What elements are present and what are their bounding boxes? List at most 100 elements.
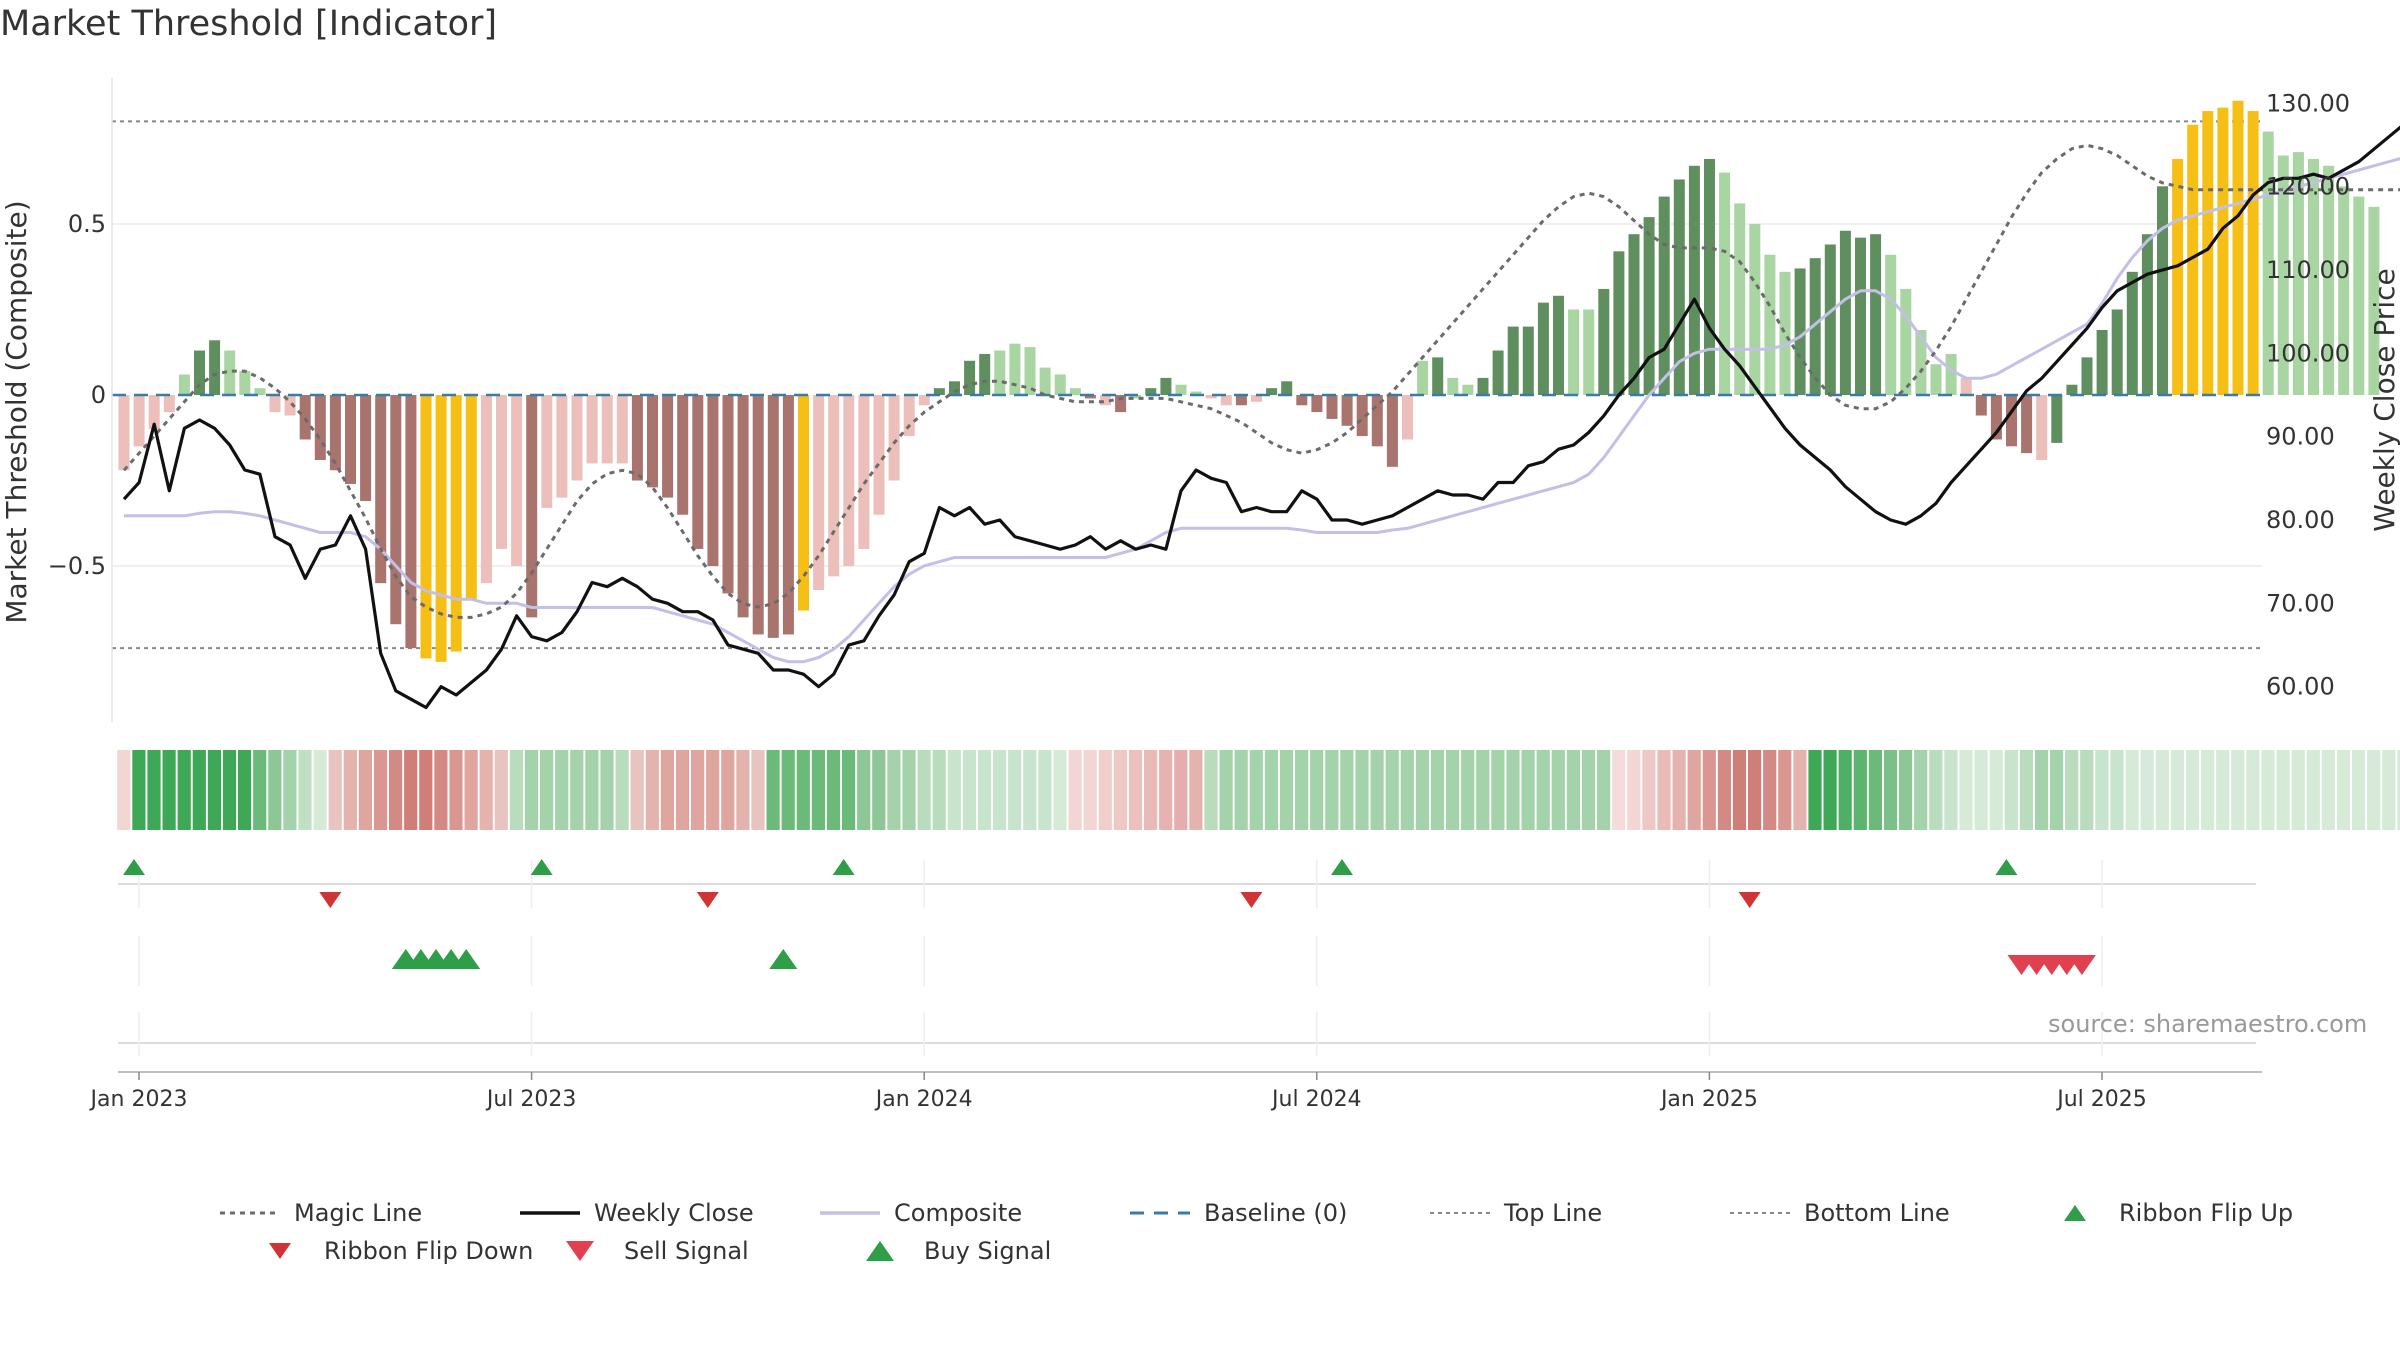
- legend-label: Magic Line: [294, 1199, 423, 1227]
- ribbon-cell: [1008, 750, 1022, 830]
- histogram-bar: [1975, 395, 1987, 416]
- histogram-bar: [586, 395, 598, 464]
- ribbon-cell: [1159, 750, 1173, 830]
- ribbon-cell: [932, 750, 946, 830]
- legend-label: Ribbon Flip Down: [324, 1237, 534, 1265]
- histogram-bar: [631, 395, 643, 481]
- ribbon-cell: [222, 750, 237, 830]
- ribbon-cell: [389, 750, 403, 830]
- legend-label: Weekly Close: [594, 1199, 754, 1227]
- ribbon-cell: [298, 750, 312, 830]
- x-tick-label: Jul 2025: [2055, 1087, 2147, 1112]
- ribbon-cell: [1959, 750, 1973, 830]
- histogram-bar: [1190, 391, 1202, 395]
- histogram-bar: [2202, 111, 2214, 395]
- ribbon-cell: [842, 750, 856, 830]
- histogram-bar: [737, 395, 749, 618]
- ribbon-cell: [1989, 750, 2003, 830]
- histogram-bar: [360, 395, 372, 502]
- ribbon-cell: [1642, 750, 1656, 830]
- ribbon-cell: [691, 750, 705, 830]
- legend-label: Baseline (0): [1204, 1199, 1348, 1227]
- ribbon-cell: [2155, 750, 2169, 830]
- ribbon-cell: [1325, 750, 1339, 830]
- histogram-bar: [782, 395, 794, 635]
- legend-item-composite: Composite: [820, 1195, 1022, 1231]
- legend-item-magic-line: Magic Line: [220, 1195, 422, 1231]
- series-lines: [122, 125, 2400, 710]
- histogram-bar: [1960, 377, 1972, 395]
- histogram-bar: [1507, 326, 1519, 395]
- histogram-bar: [1749, 223, 1761, 395]
- histogram-bar: [2172, 158, 2184, 395]
- y-tick-label-right: 100.00: [2266, 339, 2350, 367]
- legend-swatch: [566, 1241, 594, 1261]
- histogram-bar: [903, 395, 915, 437]
- left-axis: 0.5 0 −0.5: [48, 78, 113, 722]
- ribbon-cell: [1189, 750, 1203, 830]
- histogram-bar: [1175, 384, 1187, 395]
- ribbon-flip-down-marker: [1240, 892, 1263, 908]
- chart-canvas: 0.5 0 −0.5 130.00 120.00 110.00 100.00 90.00 80…: [0, 78, 2400, 1112]
- ribbon-cell: [1083, 750, 1097, 830]
- histogram-bar: [1160, 377, 1172, 395]
- ribbon-cell: [2352, 750, 2366, 830]
- histogram-bar: [2217, 107, 2229, 395]
- histogram-bar: [964, 360, 976, 395]
- histogram-bar: [420, 395, 432, 659]
- ribbon-cell: [328, 750, 342, 830]
- histogram-bar: [2036, 395, 2048, 460]
- histogram-bar: [1734, 203, 1746, 395]
- ribbon-cell: [1868, 750, 1882, 830]
- histogram-bar: [2006, 395, 2017, 447]
- histogram-bar: [1145, 388, 1157, 395]
- ribbon-cell: [464, 750, 478, 830]
- ribbon-cell: [630, 750, 644, 830]
- histogram-bar: [2066, 384, 2078, 395]
- histogram-bar: [1688, 165, 1700, 395]
- histogram-bar: [1205, 395, 1217, 399]
- histogram-bar: [1296, 395, 1308, 406]
- histogram-bar: [2157, 186, 2168, 395]
- histogram-bar: [1628, 234, 1640, 395]
- histogram-bar: [254, 388, 266, 395]
- ribbon-cell: [494, 750, 508, 830]
- histogram-bar: [1341, 395, 1353, 426]
- histogram-bar: [2187, 124, 2199, 395]
- x-tick-label: Jan 2024: [874, 1087, 973, 1112]
- histogram-bar: [1130, 395, 1142, 399]
- y-tick-label-right: 80.00: [2266, 506, 2335, 534]
- histogram-bar: [2368, 206, 2380, 395]
- histogram-bar: [2126, 271, 2138, 395]
- histogram-bar: [692, 395, 704, 549]
- histogram-bar: [1568, 309, 1580, 395]
- ribbon-cell: [1521, 750, 1535, 830]
- y-tick-label-left: 0: [91, 381, 106, 409]
- legend-item-ribbon-flip-up: Ribbon Flip Up: [2045, 1195, 2293, 1231]
- ribbon-cell: [1914, 750, 1928, 830]
- y-tick-label-right: 110.00: [2266, 256, 2350, 284]
- ribbon-cell: [2080, 750, 2094, 830]
- source-label: source: sharemaestro.com: [2048, 1010, 2368, 1038]
- series-line-magic-line: [122, 143, 2400, 619]
- ribbon-cell: [1310, 750, 1324, 830]
- ribbon-cell: [1793, 750, 1807, 830]
- legend-item-buy-signal: Buy Signal: [850, 1233, 1051, 1269]
- histogram-bar: [722, 395, 734, 594]
- histogram-bar: [1643, 217, 1655, 395]
- ribbon-cell: [947, 750, 961, 830]
- ribbon-cell: [253, 750, 267, 830]
- ribbon-flip-down-marker: [1738, 892, 1761, 908]
- ribbon-cell: [132, 750, 146, 830]
- ribbon-cell: [1657, 750, 1671, 830]
- ribbon-cell: [993, 750, 1007, 830]
- y-tick-label-right: 70.00: [2266, 589, 2335, 617]
- ribbon-cell: [1491, 750, 1505, 830]
- legend-item-sell-signal: Sell Signal: [550, 1233, 749, 1269]
- histogram-bar: [329, 395, 341, 471]
- ribbon-cell: [509, 750, 523, 830]
- histogram-bar: [1100, 395, 1111, 406]
- ribbon-cell: [1944, 750, 1958, 830]
- histogram-bar: [511, 395, 523, 567]
- histogram-bar: [949, 381, 960, 395]
